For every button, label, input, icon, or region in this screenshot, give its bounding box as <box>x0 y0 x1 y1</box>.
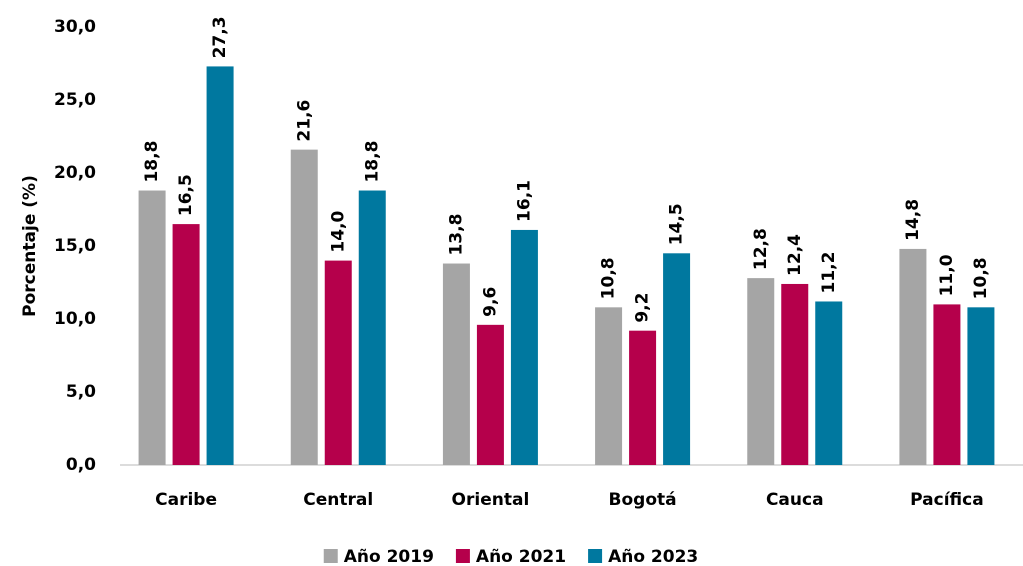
bar <box>899 248 927 465</box>
data-label: 10,8 <box>599 257 619 299</box>
data-label: 11,0 <box>937 254 957 296</box>
x-tick-label: Oriental <box>452 490 530 510</box>
legend-label: Año 2019 <box>344 547 434 566</box>
bar <box>442 263 470 465</box>
data-label: 21,6 <box>294 100 314 142</box>
data-label: 18,8 <box>362 141 382 183</box>
bar <box>206 66 234 466</box>
data-label: 11,2 <box>819 252 839 294</box>
bar <box>476 324 504 465</box>
x-tick-label: Pacífica <box>910 490 984 510</box>
data-label: 10,8 <box>971 257 991 299</box>
bar <box>324 260 352 465</box>
x-tick-label: Caribe <box>155 490 217 510</box>
bar <box>815 301 843 465</box>
x-tick-label: Cauca <box>766 490 824 510</box>
legend-label: Año 2023 <box>608 547 698 566</box>
bar <box>747 278 775 465</box>
bar <box>595 307 623 465</box>
data-label: 14,8 <box>903 199 923 241</box>
data-label: 16,1 <box>514 180 534 222</box>
y-tick-label: 30,0 <box>54 17 96 37</box>
bar <box>510 229 538 465</box>
data-label: 12,4 <box>785 234 805 276</box>
bar <box>172 224 200 465</box>
bar <box>358 190 386 465</box>
y-tick-label: 5,0 <box>66 382 96 402</box>
data-label: 12,8 <box>751 228 771 270</box>
legend-swatch <box>323 549 338 563</box>
data-label: 18,8 <box>142 141 162 183</box>
y-tick-label: 0,0 <box>66 455 96 475</box>
bar <box>781 283 809 465</box>
x-tick-label: Central <box>303 490 373 510</box>
legend-swatch <box>455 549 470 563</box>
legend-label: Año 2021 <box>476 547 566 566</box>
data-label: 14,0 <box>328 210 348 252</box>
y-axis-label: Porcentaje (%) <box>20 175 40 317</box>
data-label: 14,5 <box>667 203 687 245</box>
bar <box>290 149 318 465</box>
legend-swatch <box>588 549 603 563</box>
y-tick-label: 15,0 <box>54 236 96 256</box>
data-label: 27,3 <box>210 16 230 58</box>
y-tick-label: 25,0 <box>54 90 96 110</box>
bar <box>663 253 691 465</box>
data-label: 16,5 <box>176 174 196 216</box>
bar <box>967 307 995 465</box>
y-tick-label: 20,0 <box>54 163 96 183</box>
bar <box>933 304 961 465</box>
x-tick-label: Bogotá <box>609 490 677 510</box>
bar <box>138 190 166 465</box>
data-label: 9,2 <box>633 293 653 323</box>
data-label: 9,6 <box>480 287 500 317</box>
data-label: 13,8 <box>446 214 466 256</box>
bar <box>629 330 657 465</box>
y-tick-label: 10,0 <box>54 309 96 329</box>
